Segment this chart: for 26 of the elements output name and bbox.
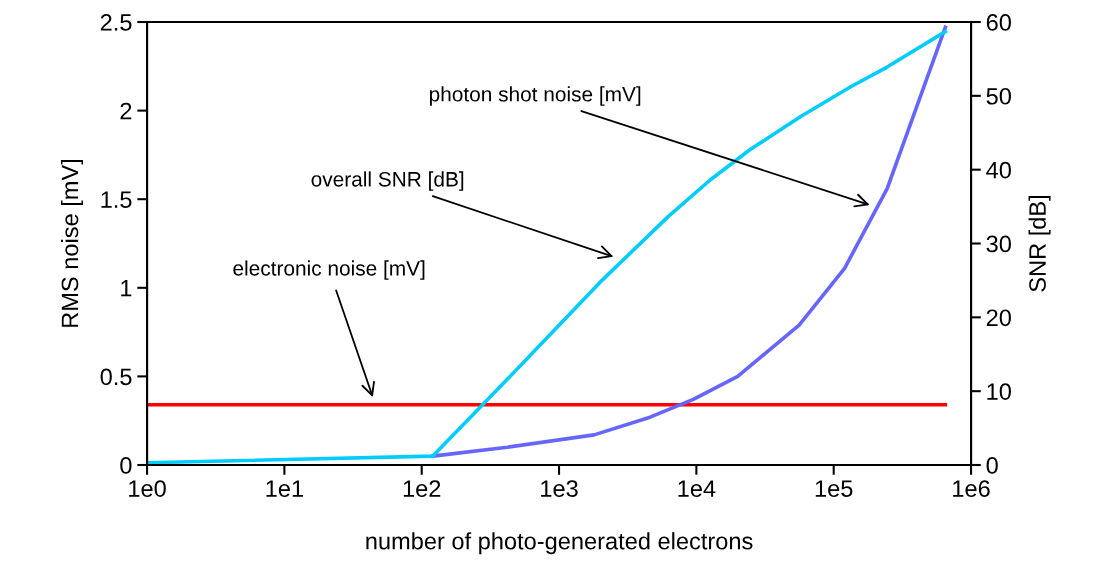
y2-tick-label: 60 [986,14,1011,31]
y-tick-label: 2.5 [100,14,132,31]
y2-tick-label: 20 [986,309,1011,327]
y-tick-label: 0.5 [100,368,132,386]
x-tick-label: 1e4 [678,480,716,497]
x-tick-label: 1e6 [953,480,990,497]
y-axis-title: RMS noise [mV] [60,159,83,327]
y2-tick-label: 30 [986,235,1011,253]
x-tick-label: 1e5 [815,480,853,497]
y-tick-label: 0 [120,457,132,474]
y2-tick-label: 50 [986,87,1011,105]
y-tick-label: 2 [120,102,132,120]
y2-tick-label: 0 [986,457,998,474]
y2-axis-title: SNR [dB] [1028,195,1051,292]
y2-tick-label: 10 [987,383,1011,400]
x-tick-label: 1e0 [129,480,166,497]
annotation: photon shot noise [mV] [429,86,641,106]
annotation: overall SNR [dB] [311,171,464,191]
annotation: electronic noise [mV] [233,260,425,280]
y2-tick-label: 40 [986,161,1011,179]
x-tick-label: 1e1 [266,480,303,497]
y-tick-label: 1 [121,280,132,297]
x-tick-label: 1e2 [403,480,441,497]
x-axis-title: number of photo-generated electrons [366,532,753,555]
x-tick-label: 1e3 [541,480,578,497]
y-tick-label: 1.5 [101,191,132,208]
